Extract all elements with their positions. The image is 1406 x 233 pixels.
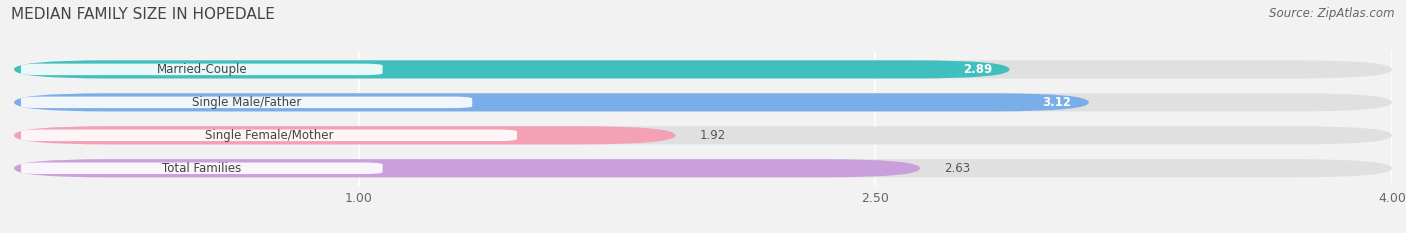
FancyBboxPatch shape [14, 159, 920, 177]
FancyBboxPatch shape [21, 130, 517, 141]
FancyBboxPatch shape [14, 60, 1010, 79]
FancyBboxPatch shape [14, 126, 1392, 144]
Text: 3.12: 3.12 [1043, 96, 1071, 109]
FancyBboxPatch shape [14, 93, 1392, 111]
FancyBboxPatch shape [14, 60, 1392, 79]
Text: Total Families: Total Families [162, 162, 242, 175]
Text: Single Female/Mother: Single Female/Mother [205, 129, 333, 142]
FancyBboxPatch shape [21, 97, 472, 108]
Text: 1.92: 1.92 [700, 129, 725, 142]
FancyBboxPatch shape [21, 64, 382, 75]
FancyBboxPatch shape [14, 93, 1088, 111]
Text: MEDIAN FAMILY SIZE IN HOPEDALE: MEDIAN FAMILY SIZE IN HOPEDALE [11, 7, 276, 22]
Text: Single Male/Father: Single Male/Father [191, 96, 301, 109]
Text: Source: ZipAtlas.com: Source: ZipAtlas.com [1270, 7, 1395, 20]
Text: 2.89: 2.89 [963, 63, 993, 76]
Text: 2.63: 2.63 [945, 162, 970, 175]
Text: Married-Couple: Married-Couple [156, 63, 247, 76]
FancyBboxPatch shape [14, 126, 675, 144]
FancyBboxPatch shape [14, 159, 1392, 177]
FancyBboxPatch shape [21, 162, 382, 174]
